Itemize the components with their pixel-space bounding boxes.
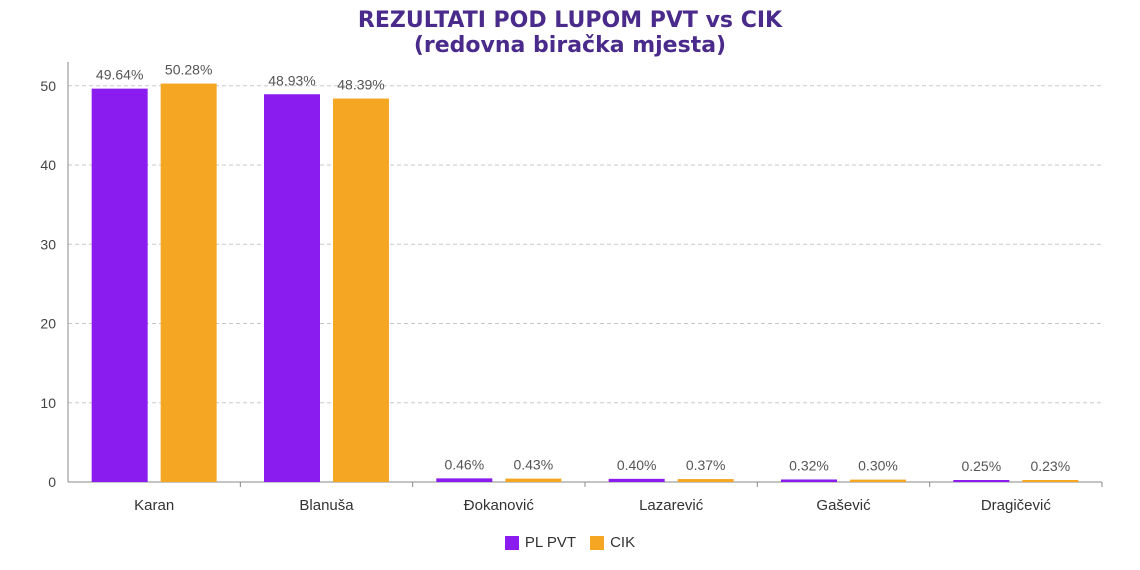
y-tick-label: 50: [40, 78, 56, 94]
data-label: 50.28%: [165, 62, 212, 78]
y-tick-label: 10: [40, 395, 56, 411]
x-tick-label: Lazarević: [639, 497, 704, 514]
data-label: 48.39%: [337, 77, 384, 93]
legend-label-pvt: PL PVT: [524, 534, 577, 551]
y-tick-label: 0: [48, 474, 56, 490]
data-label: 0.30%: [858, 458, 898, 474]
legend: PL PVT CIK: [0, 534, 1140, 551]
chart-subtitle: (redovna biračka mjesta): [413, 33, 727, 58]
x-tick-label: Dragičević: [981, 497, 1052, 514]
bar-pvt: [91, 88, 148, 483]
bar-cik: [1022, 480, 1079, 482]
y-tick-label: 20: [40, 316, 56, 332]
data-label: 49.64%: [96, 67, 143, 83]
bar-cik: [677, 479, 734, 482]
bar-cik: [850, 479, 906, 482]
legend-swatch-cik: [590, 535, 605, 550]
x-tick-label: Đokanović: [464, 497, 535, 514]
data-label: 0.46%: [444, 456, 484, 472]
bar-pvt: [608, 478, 665, 482]
legend-label-cik: CIK: [610, 534, 636, 551]
data-label: 0.40%: [617, 457, 657, 473]
x-tick-label: Karan: [134, 497, 174, 514]
legend-swatch-pvt: [504, 535, 519, 550]
bar-pvt: [436, 478, 493, 482]
x-tick-label: Blanuša: [299, 497, 354, 514]
data-label: 0.23%: [1030, 458, 1070, 474]
legend-item-pvt: PL PVT: [504, 534, 577, 551]
bar-pvt: [953, 480, 1010, 482]
data-label: 48.93%: [268, 72, 315, 88]
bar-pvt: [781, 479, 837, 482]
y-tick-label: 40: [40, 157, 56, 173]
bar-cik: [505, 478, 562, 482]
data-label: 0.32%: [789, 457, 829, 473]
data-label: 0.25%: [961, 458, 1001, 474]
x-tick-label: Gašević: [816, 497, 871, 514]
data-label: 0.43%: [513, 457, 553, 473]
y-tick-label: 30: [40, 236, 56, 252]
chart-title: REZULTATI POD LUPOM PVT vs CIK: [357, 8, 783, 33]
bar-cik: [160, 83, 217, 482]
legend-item-cik: CIK: [590, 534, 635, 551]
bar-pvt: [264, 94, 320, 482]
bar-cik: [333, 98, 389, 482]
chart-title-block: REZULTATI POD LUPOM PVT vs CIK (redovna …: [0, 8, 1140, 58]
data-label: 0.37%: [686, 457, 726, 473]
